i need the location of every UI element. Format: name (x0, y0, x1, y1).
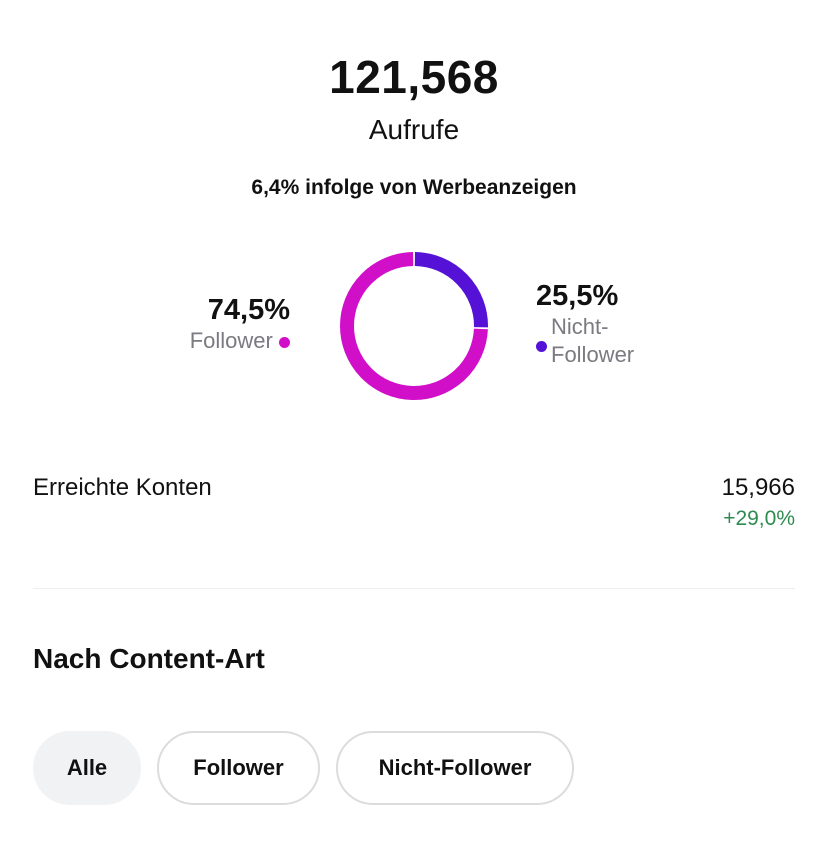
filter-all[interactable]: Alle (33, 731, 141, 805)
reach-label: Erreichte Konten (33, 474, 212, 501)
donut-slice-non-follower (414, 252, 488, 328)
reach-delta: +29,0% (723, 507, 795, 530)
follower-pct: 74,5% (207, 294, 290, 326)
donut-slice-follower (340, 252, 488, 400)
non-follower-legend: 25,5% Nicht- Follower (536, 280, 634, 369)
content-type-title: Nach Content-Art (33, 643, 265, 674)
total-views: 121,568 (329, 51, 499, 103)
filter-follower[interactable]: Follower (157, 731, 320, 805)
follower-dot-icon (279, 336, 290, 348)
total-views-label: Aufrufe (368, 114, 460, 145)
non-follower-pct: 25,5% (536, 280, 619, 312)
reach-value: 15,966 (721, 474, 795, 501)
non-follower-label-2: Follower (551, 342, 635, 367)
non-follower-label-1: Nicht- (551, 314, 609, 339)
follower-legend: 74,5% Follower (190, 294, 290, 355)
donut-chart (340, 252, 488, 400)
follower-label: Follower (189, 328, 273, 353)
ads-note: 6,4% infolge von Werbeanzeigen (251, 176, 577, 199)
divider (33, 588, 795, 589)
non-follower-dot-icon (536, 340, 547, 352)
filter-non-follower[interactable]: Nicht-Follower (336, 731, 574, 805)
